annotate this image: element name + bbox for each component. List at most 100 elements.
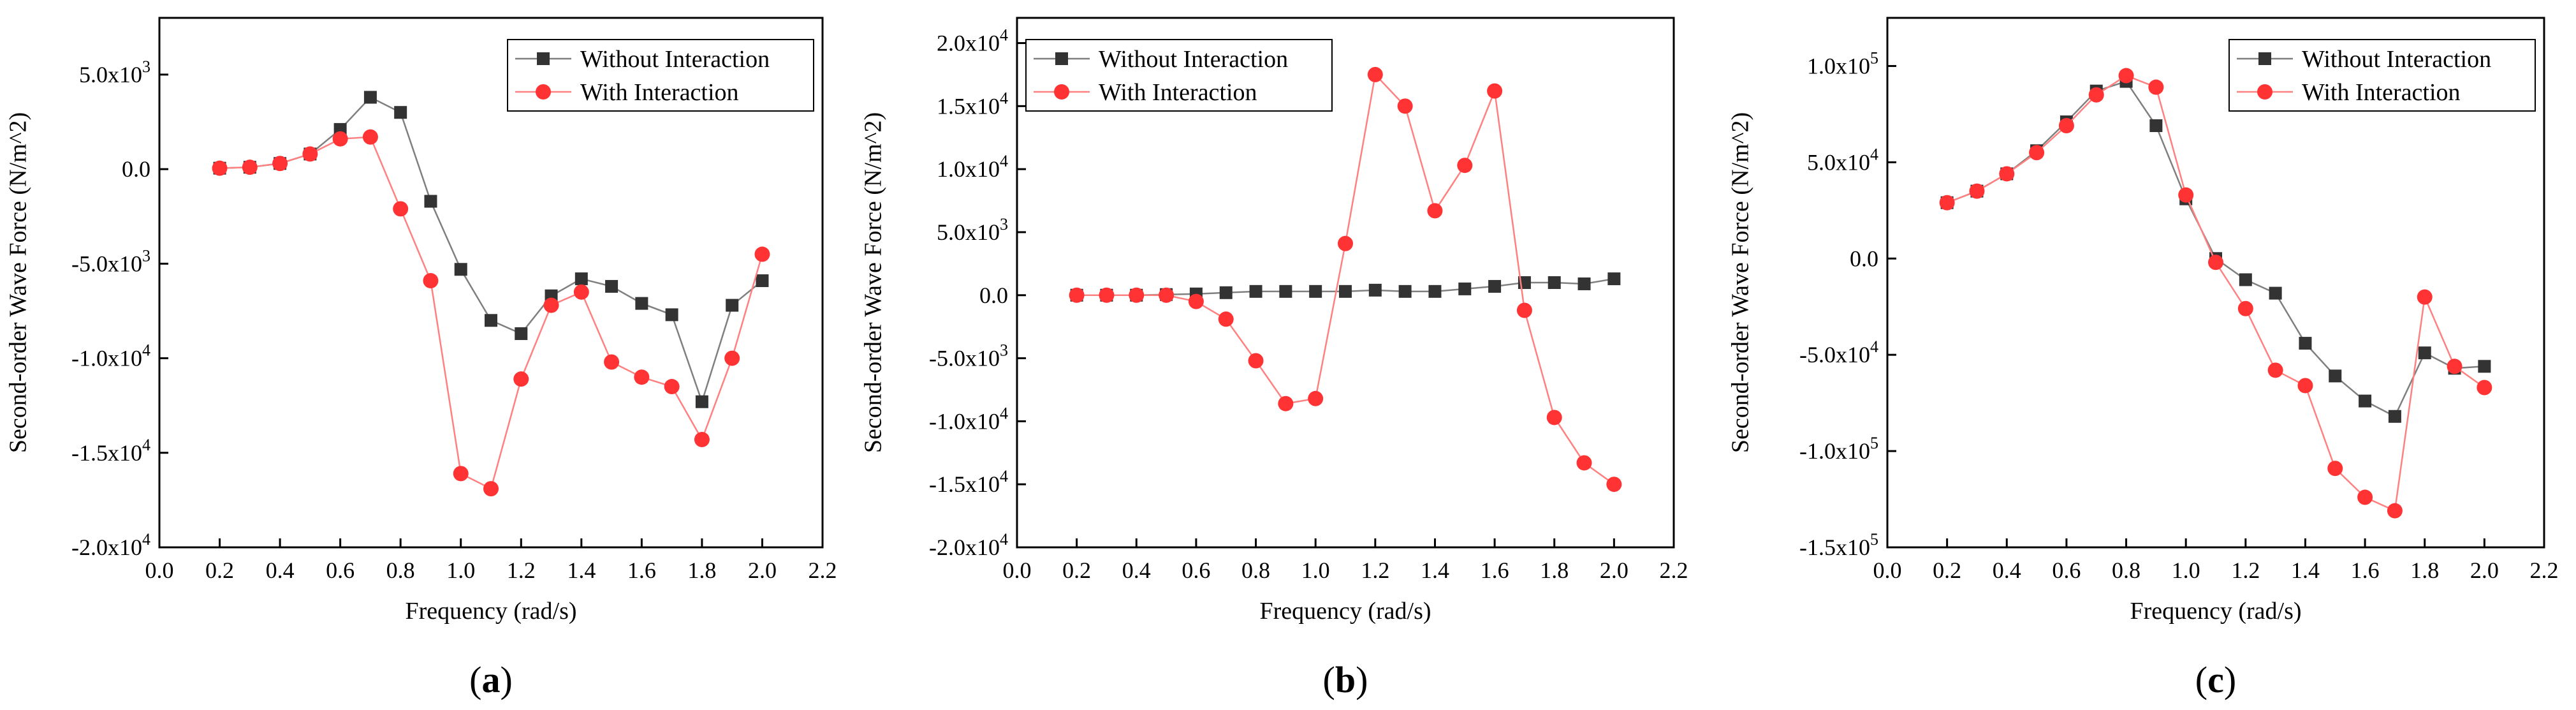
y-tick-label: -1.5x104 [71, 436, 150, 466]
data-point-with [664, 379, 680, 395]
x-tick-label: 1.8 [687, 558, 716, 583]
data-point-without [2239, 273, 2252, 286]
plot-frame [158, 17, 824, 549]
legend-label: With Interaction [1099, 79, 1257, 106]
data-point-without [2359, 394, 2372, 408]
data-point-with [1546, 410, 1562, 425]
y-tick-label: -1.0x104 [71, 341, 150, 371]
x-tick-label: 0.6 [1182, 558, 1210, 583]
data-point-without [1398, 285, 1412, 298]
x-tick-label: 1.2 [2231, 558, 2260, 583]
data-point-with [242, 159, 258, 175]
y-tick-label: 5.0x104 [1807, 145, 1878, 175]
data-point-with [2208, 255, 2223, 270]
data-point-without [2329, 369, 2342, 383]
legend-box [507, 39, 814, 112]
data-point-without [1279, 285, 1292, 298]
y-tick-label: -2.0x104 [71, 530, 150, 560]
x-axis-label: Frequency (rad/s) [405, 598, 576, 625]
y-tick-label: -1.5x105 [1799, 530, 1878, 560]
x-tick-label: 1.6 [2351, 558, 2380, 583]
legend-marker-circle [1054, 84, 1069, 100]
chart-panel-c: 0.0 0.2 0.4 0.6 0.8 1.0 1.2 1.4 1.6 1.8 2.0 2.2 1.0x… [1727, 17, 2559, 700]
data-point-without [1309, 285, 1322, 298]
data-point-without [2269, 286, 2282, 300]
data-point-with [1606, 477, 1622, 492]
data-point-with [1188, 293, 1204, 309]
x-tick-label: 0.2 [1062, 558, 1091, 583]
data-point-with [604, 354, 620, 370]
panel-label: (c) [2195, 659, 2236, 700]
data-point-without [2478, 360, 2491, 373]
data-point-with [2088, 87, 2104, 103]
x-tick-label: 0.0 [145, 558, 174, 583]
panel-label: (a) [469, 659, 513, 700]
data-point-with [1099, 287, 1115, 303]
legend-box [2228, 39, 2536, 112]
data-point-without [1458, 282, 1472, 295]
x-tick-label: 0.2 [205, 558, 234, 583]
x-tick-label: 1.8 [1540, 558, 1569, 583]
data-point-with [212, 160, 228, 176]
series-line-with [1076, 73, 1615, 485]
x-tick-label: 1.0 [1301, 558, 1330, 583]
y-tick-label: 0.0 [122, 156, 150, 182]
y-tick-label: -5.0x104 [1799, 337, 1878, 367]
legend-label: Without Interaction [2302, 46, 2491, 73]
panel-label: (b) [1323, 659, 1368, 700]
x-tick-label: 1.6 [627, 558, 656, 583]
data-point-without [2418, 346, 2431, 360]
y-tick-label: -2.0x104 [929, 530, 1008, 560]
y-axis-label: Second-order Wave Force (N/m^2) [5, 112, 32, 453]
data-point-without [665, 308, 678, 322]
x-tick-label: 1.2 [507, 558, 536, 583]
legend-marker-square [2258, 52, 2271, 65]
data-point-with [1516, 302, 1532, 318]
x-tick-label: 1.6 [1481, 558, 1509, 583]
data-point-with [634, 369, 650, 385]
data-point-with [2237, 300, 2253, 316]
legend: Without Interaction With Interaction [2228, 39, 2536, 112]
data-point-with [332, 131, 348, 147]
x-tick-label: 2.2 [809, 558, 837, 583]
chart-panel-a: 0.0 0.2 0.4 0.6 0.8 1.0 1.2 1.4 1.6 1.8 2.0 2.2 5.0x… [5, 17, 837, 700]
data-point-with [1939, 195, 1955, 211]
data-point-with [2267, 362, 2283, 378]
data-point-with [694, 432, 710, 448]
data-point-with [2118, 68, 2134, 84]
data-point-with [724, 350, 740, 366]
data-point-without [1607, 272, 1621, 286]
x-tick-label: 1.0 [446, 558, 475, 583]
data-point-without [2149, 119, 2163, 133]
x-tick-label: 0.0 [1873, 558, 1902, 583]
data-point-with [2178, 187, 2194, 203]
data-point-without [1368, 283, 1382, 297]
data-point-without [1339, 285, 1352, 298]
data-point-without [1548, 276, 1561, 289]
data-point-without [454, 263, 467, 276]
legend-box [1025, 39, 1333, 112]
x-tick-label: 2.2 [1660, 558, 1688, 583]
x-tick-label: 1.4 [2291, 558, 2320, 583]
y-axis-label: Second-order Wave Force (N/m^2) [860, 112, 887, 453]
data-point-with [1248, 353, 1264, 369]
x-tick-label: 0.4 [266, 558, 295, 583]
y-tick-label: 5.0x103 [937, 215, 1008, 245]
data-point-with [2447, 359, 2463, 374]
y-tick-label: 0.0 [1850, 246, 1878, 271]
x-tick-label: 0.2 [1933, 558, 1961, 583]
x-tick-label: 0.6 [2052, 558, 2081, 583]
data-point-without [363, 91, 377, 104]
data-point-without [1488, 279, 1502, 293]
plot-frame [1886, 17, 2545, 549]
y-tick-label: 1.0x104 [937, 152, 1008, 182]
data-point-with [302, 146, 318, 162]
data-point-with [2477, 380, 2492, 396]
data-point-with [1338, 235, 1353, 251]
x-tick-label: 1.8 [2410, 558, 2439, 583]
y-tick-label: -1.0x105 [1799, 434, 1878, 464]
x-tick-label: 0.4 [1122, 558, 1151, 583]
data-point-without [695, 395, 708, 408]
series-line-without [1947, 80, 2485, 418]
